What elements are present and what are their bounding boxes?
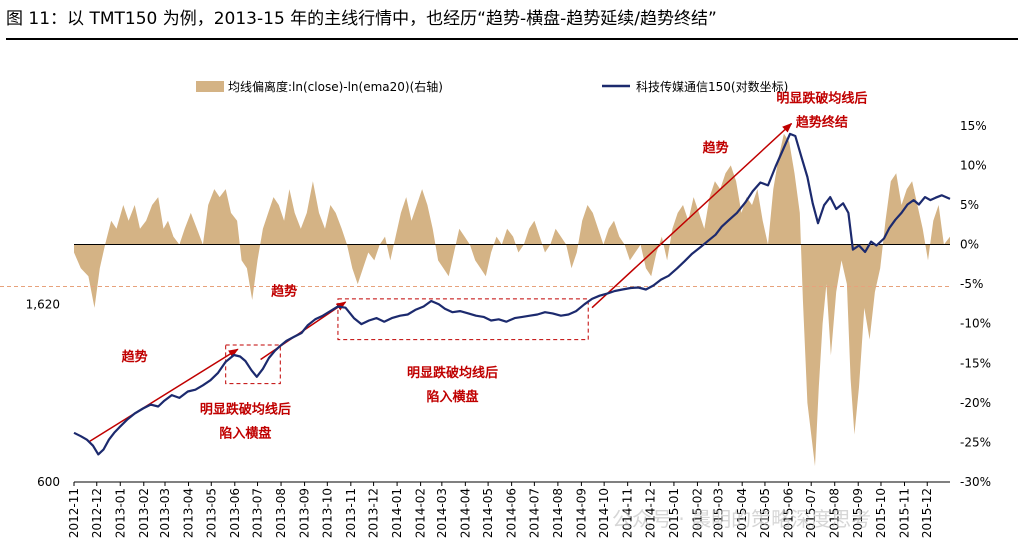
- x-tick-label: 2015-01: [667, 488, 681, 538]
- x-tick-label: 2014-08: [551, 488, 565, 538]
- x-tick-label: 2013-11: [344, 488, 358, 538]
- annotation-3: 明显跌破均线后陷入横盘: [200, 401, 291, 441]
- x-tick-label: 2012-11: [67, 488, 81, 538]
- annotation-4: 明显跌破均线后陷入横盘: [407, 365, 498, 405]
- x-tick-label: 2013-10: [320, 488, 334, 538]
- right-tick-label: -25%: [960, 435, 991, 449]
- x-tick-label: 2014-02: [414, 488, 428, 538]
- annotation-1: 趋势: [122, 349, 148, 365]
- figure-title: 图 11：以 TMT150 为例，2013-15 年的主线行情中，也经历“趋势-…: [6, 9, 717, 29]
- annotation-6: 明显跌破均线后趋势终结: [776, 91, 867, 131]
- right-tick-label: 10%: [960, 158, 987, 172]
- x-tick-label: 2013-08: [274, 488, 288, 538]
- x-tick-label: 2014-10: [597, 488, 611, 538]
- x-tick-label: 2014-07: [527, 488, 541, 538]
- legend-label-index: 科技传媒通信150(对数坐标): [636, 79, 788, 94]
- x-tick-label: 2013-12: [367, 488, 381, 538]
- right-tick-label: -30%: [960, 475, 991, 489]
- annotation-line: 陷入横盘: [426, 389, 478, 405]
- consolidation-boxes: [225, 298, 589, 385]
- x-tick-label: 2013-05: [204, 488, 218, 538]
- annotation-5: 趋势: [703, 140, 729, 156]
- x-tick-label: 2015-11: [897, 488, 911, 538]
- x-tick-label: 2013-01: [113, 488, 127, 538]
- x-tick-label: 2015-07: [804, 488, 818, 538]
- annotation-line: 陷入横盘: [219, 425, 271, 441]
- index-line: [73, 132, 951, 456]
- right-tick-label: 15%: [960, 119, 987, 133]
- x-tick-label: 2015-06: [781, 488, 795, 538]
- axes: 2012-11 2012-12 2013-01 2013-02 2013-03 2013-…: [26, 119, 991, 538]
- title-rule: [6, 38, 1018, 40]
- annotation-line: 明显跌破均线后: [407, 365, 498, 381]
- right-tick-label: -10%: [960, 317, 991, 331]
- x-tick-label: 2014-05: [481, 488, 495, 538]
- x-tick-label: 2015-10: [874, 488, 888, 538]
- annotation-2: 趋势: [271, 284, 297, 300]
- x-tick-label: 2014-04: [458, 488, 472, 538]
- annotation-line: 趋势: [271, 284, 297, 300]
- x-tick-label: 2014-06: [505, 488, 519, 538]
- x-tick-label: 2015-12: [920, 488, 934, 538]
- x-tick-label: 2013-03: [158, 488, 172, 538]
- annotation-line: 明显跌破均线后: [200, 401, 291, 417]
- x-tick-label: 2014-01: [390, 488, 404, 538]
- x-tick-label: 2013-07: [251, 488, 265, 538]
- left-tick-label: 1,620: [26, 297, 60, 311]
- x-tick-label: 2012-12: [90, 488, 104, 538]
- annotation-line: 明显跌破均线后: [776, 91, 867, 107]
- consolidation-box-2: [337, 298, 589, 341]
- legend-label-deviation: 均线偏离度:ln(close)-ln(ema20)(右轴): [228, 79, 443, 94]
- x-tick-label: 2013-04: [182, 488, 196, 538]
- trend-arrow-1: [88, 348, 239, 443]
- legend: 均线偏离度:ln(close)-ln(ema20)(右轴) 科技传媒通信150(对…: [196, 79, 788, 94]
- reference-lines: [0, 244, 950, 288]
- trend-arrow-3: [591, 122, 793, 309]
- annotation-line: 趋势: [122, 349, 148, 365]
- right-tick-label: -5%: [960, 277, 983, 291]
- right-tick-label: -15%: [960, 356, 991, 370]
- watermark: 公众号 · 晨明的策略深度思考: [612, 507, 871, 531]
- legend-swatch-deviation: [196, 81, 224, 92]
- index-line-series: [73, 132, 951, 456]
- right-tick-label: 0%: [960, 238, 979, 252]
- right-tick-label: 5%: [960, 198, 979, 212]
- right-tick-label: -20%: [960, 396, 991, 410]
- x-tick-label: 2015-04: [735, 488, 749, 538]
- x-tick-label: 2013-09: [298, 488, 312, 538]
- x-tick-label: 2014-09: [574, 488, 588, 538]
- x-tick-label: 2015-05: [758, 488, 772, 538]
- x-tick-label: 2014-11: [621, 488, 635, 538]
- consolidation-box-1: [225, 344, 281, 385]
- x-tick-label: 2015-08: [828, 488, 842, 538]
- x-tick-label: 2015-09: [851, 488, 865, 538]
- x-tick-label: 2015-02: [690, 488, 704, 538]
- x-tick-label: 2014-12: [643, 488, 657, 538]
- annotation-line: 趋势: [703, 140, 729, 156]
- left-tick-label: 600: [37, 475, 60, 489]
- x-tick-label: 2015-03: [712, 488, 726, 538]
- x-tick-label: 2013-02: [137, 488, 151, 538]
- x-tick-label: 2014-03: [435, 488, 449, 538]
- annotation-line: 趋势终结: [796, 115, 848, 131]
- x-tick-label: 2013-06: [228, 488, 242, 538]
